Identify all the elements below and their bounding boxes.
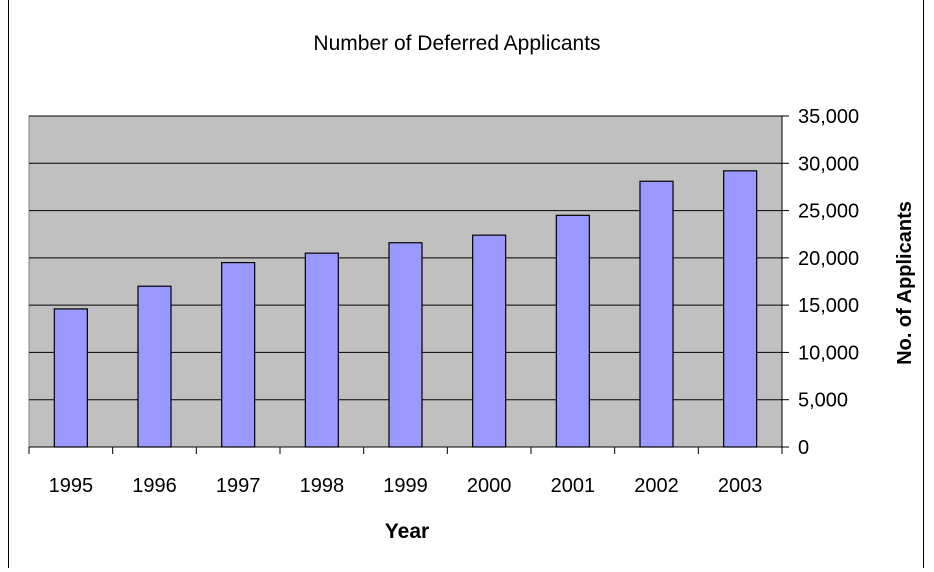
y-tick-label: 5,000 <box>798 390 848 412</box>
plot-area: 0 5,000 10,000 15,000 20,000 25,000 30,000 35,0… <box>28 106 859 497</box>
bar <box>221 261 256 448</box>
bar <box>388 242 423 448</box>
y-tick-label: 10,000 <box>798 342 859 364</box>
x-tick-label: 1998 <box>300 475 345 497</box>
y-tick-label: 35,000 <box>798 106 859 128</box>
x-tick-label: 2003 <box>718 475 763 497</box>
x-axis-title: Year <box>385 520 429 543</box>
y-tick-label: 25,000 <box>798 201 859 223</box>
y-tick-label: 15,000 <box>798 295 859 317</box>
y-tick-label: 20,000 <box>798 248 859 270</box>
y-tick-label: 0 <box>798 437 809 459</box>
bar <box>555 214 590 448</box>
x-tick-label: 1995 <box>49 475 94 497</box>
x-tick-label: 1999 <box>383 475 428 497</box>
x-tick-label: 2001 <box>551 475 596 497</box>
bar <box>472 234 507 448</box>
x-tick-label: 1997 <box>216 475 261 497</box>
bar <box>53 308 88 448</box>
x-tick-label: 2002 <box>634 475 679 497</box>
bar <box>137 285 172 448</box>
chart-title: Number of Deferred Applicants <box>313 32 600 55</box>
x-tick-label: 2000 <box>467 475 512 497</box>
bar <box>639 180 674 448</box>
bar <box>723 170 758 448</box>
x-tick-label: 1996 <box>132 475 177 497</box>
bar <box>304 252 339 448</box>
y-tick-label: 30,000 <box>798 153 859 175</box>
chart-frame <box>8 0 924 568</box>
y-axis-title: No. of Applicants <box>894 201 916 365</box>
